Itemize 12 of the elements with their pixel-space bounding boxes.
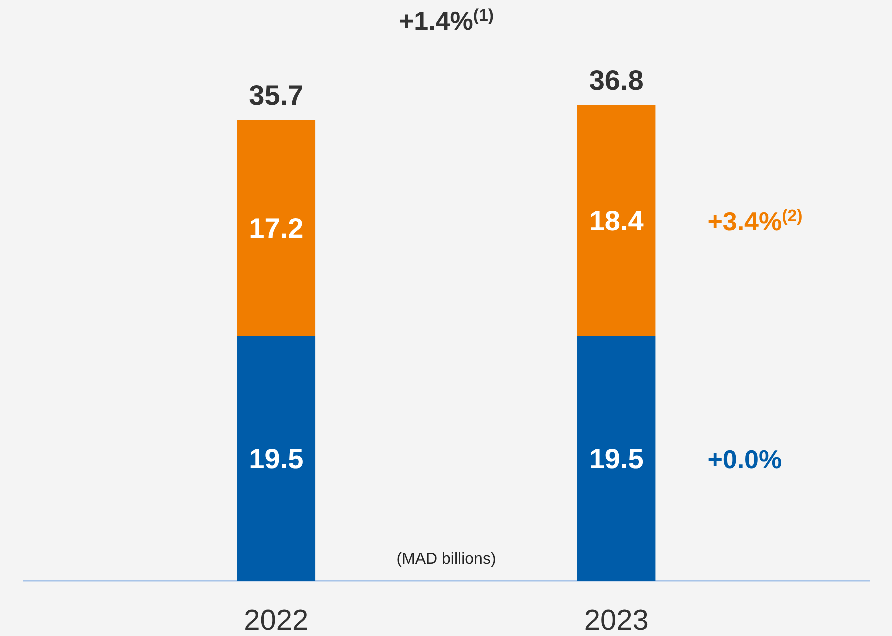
x-tick-label: 2022	[244, 605, 309, 636]
text: +1.4%$^{(1)}$	[398, 6, 494, 36]
data-label: 19.5	[589, 444, 644, 475]
data-label: 19.5	[249, 444, 304, 475]
annotation: 35.7	[249, 80, 304, 112]
data-label: 18.4	[589, 206, 644, 237]
annotation: (MAD billions)	[396, 551, 496, 568]
data-label: 17.2	[249, 213, 304, 244]
annotation: +0.0%	[708, 444, 782, 475]
x-tick-label: 2023	[584, 605, 649, 636]
annotation: +3.4%$^{(2)}$	[708, 206, 803, 237]
annotation: 36.8	[589, 65, 644, 96]
